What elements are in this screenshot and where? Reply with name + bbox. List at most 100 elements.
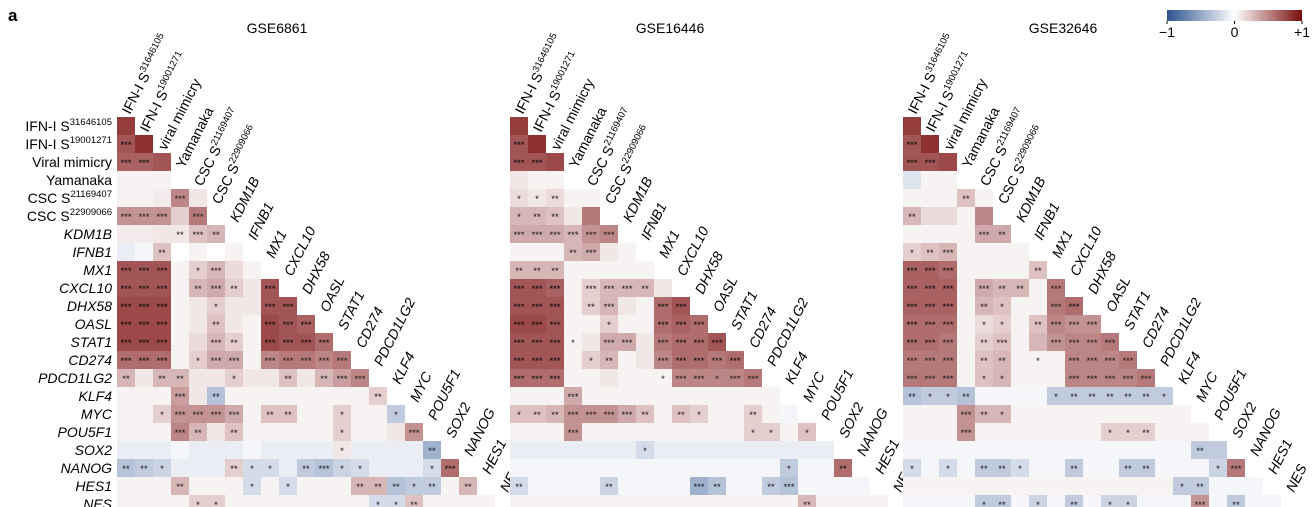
heatmap-cell: [117, 387, 135, 405]
significance-mark: *: [1180, 482, 1184, 493]
significance-mark: **: [1034, 320, 1042, 331]
heatmap-cell: [903, 477, 921, 495]
heatmap-cell: [546, 495, 564, 507]
heatmap-cell: [600, 297, 618, 315]
heatmap-cell: [993, 297, 1011, 315]
significance-mark: **: [641, 410, 649, 421]
heatmap-cell: [351, 441, 369, 459]
heatmap-cell: [672, 315, 690, 333]
row-label: MX1: [83, 262, 112, 278]
heatmap-cell: [939, 369, 957, 387]
heatmap-cell: [618, 387, 636, 405]
row-label: NES: [83, 496, 112, 507]
significance-mark: ***: [174, 392, 185, 403]
heatmap-cell: [672, 441, 690, 459]
heatmap-cell: [117, 477, 135, 495]
heatmap-cell: [153, 189, 171, 207]
significance-mark: ***: [942, 338, 953, 349]
heatmap-cell: [315, 351, 333, 369]
heatmap-cell: [387, 423, 405, 441]
heatmap-cell: [171, 207, 189, 225]
significance-mark: ***: [318, 464, 329, 475]
heatmap-cell: [171, 423, 189, 441]
heatmap-cell: [975, 477, 993, 495]
heatmap-cell: [921, 333, 939, 351]
significance-mark: **: [1070, 392, 1078, 403]
significance-mark: *: [1000, 374, 1004, 385]
row-label: DHX58: [67, 298, 112, 314]
heatmap-cell: [780, 423, 798, 441]
significance-mark: ***: [354, 374, 365, 385]
heatmap-cell: [1065, 495, 1083, 507]
significance-mark: ***: [282, 356, 293, 367]
heatmap-cell: [171, 369, 189, 387]
significance-mark: ***: [942, 356, 953, 367]
significance-mark: **: [320, 374, 328, 385]
significance-mark: ***: [567, 428, 578, 439]
heatmap-cell: [636, 477, 654, 495]
heatmap-cell: [1173, 423, 1191, 441]
heatmap-cell: [564, 297, 582, 315]
heatmap-cell: [1191, 495, 1209, 507]
significance-mark: *: [1216, 464, 1220, 475]
heatmap-cell: [153, 459, 171, 477]
heatmap-cell: [333, 369, 351, 387]
heatmap-cell: [636, 351, 654, 369]
significance-mark: ***: [192, 212, 203, 223]
significance-mark: **: [140, 464, 148, 475]
heatmap-cell: [600, 387, 618, 405]
heatmap-cell: [387, 441, 405, 459]
heatmap-cell: [636, 441, 654, 459]
heatmap-cell: [798, 477, 816, 495]
colorbar-tick-label: −1: [1159, 24, 1175, 40]
heatmap-cell: [189, 387, 207, 405]
heatmap-cell: [441, 477, 459, 495]
significance-mark: **: [374, 482, 382, 493]
heatmap-cell: [1047, 351, 1065, 369]
significance-mark: ***: [156, 266, 167, 277]
heatmap-cell: [225, 405, 243, 423]
row-label: PDCD1LG2: [38, 370, 112, 386]
heatmap-cell: [618, 405, 636, 423]
significance-mark: **: [605, 482, 613, 493]
heatmap-cell: [708, 405, 726, 423]
heatmap-cell: [261, 405, 279, 423]
heatmap-cell: [762, 405, 780, 423]
heatmap-cell: [921, 477, 939, 495]
heatmap-cell: [690, 315, 708, 333]
significance-mark: ***: [138, 302, 149, 313]
significance-mark: *: [571, 338, 575, 349]
heatmap-cell: [600, 405, 618, 423]
significance-mark: **: [176, 230, 184, 241]
significance-mark: **: [212, 320, 220, 331]
heatmap-cell: [117, 423, 135, 441]
heatmap-cell: [1083, 351, 1101, 369]
heatmap-cell: [957, 225, 975, 243]
significance-mark: *: [1126, 500, 1130, 507]
significance-mark: ***: [1104, 374, 1115, 385]
heatmap-cell: [903, 369, 921, 387]
heatmap-cell: [1173, 459, 1191, 477]
heatmap-cell: [939, 405, 957, 423]
heatmap-cell: [1083, 387, 1101, 405]
significance-mark: **: [1196, 446, 1204, 457]
heatmap-cell: [1029, 351, 1047, 369]
heatmap-cell: [1101, 423, 1119, 441]
heatmap-cell: [600, 459, 618, 477]
heatmap-cell: [903, 441, 921, 459]
heatmap-cell: [153, 387, 171, 405]
heatmap-cell: [225, 261, 243, 279]
heatmap-cell: [1137, 387, 1155, 405]
heatmap-cell: [528, 171, 546, 189]
heatmap-cell: [744, 369, 762, 387]
significance-mark: ***: [711, 338, 722, 349]
heatmap-cell: [117, 459, 135, 477]
heatmap-cell: [582, 405, 600, 423]
heatmap-cell: [528, 477, 546, 495]
significance-mark: **: [569, 248, 577, 259]
heatmap-cell: [225, 459, 243, 477]
heatmap-cell: [957, 351, 975, 369]
heatmap-cell: [279, 441, 297, 459]
heatmap-cell: [780, 495, 798, 507]
heatmap-cell: [171, 351, 189, 369]
